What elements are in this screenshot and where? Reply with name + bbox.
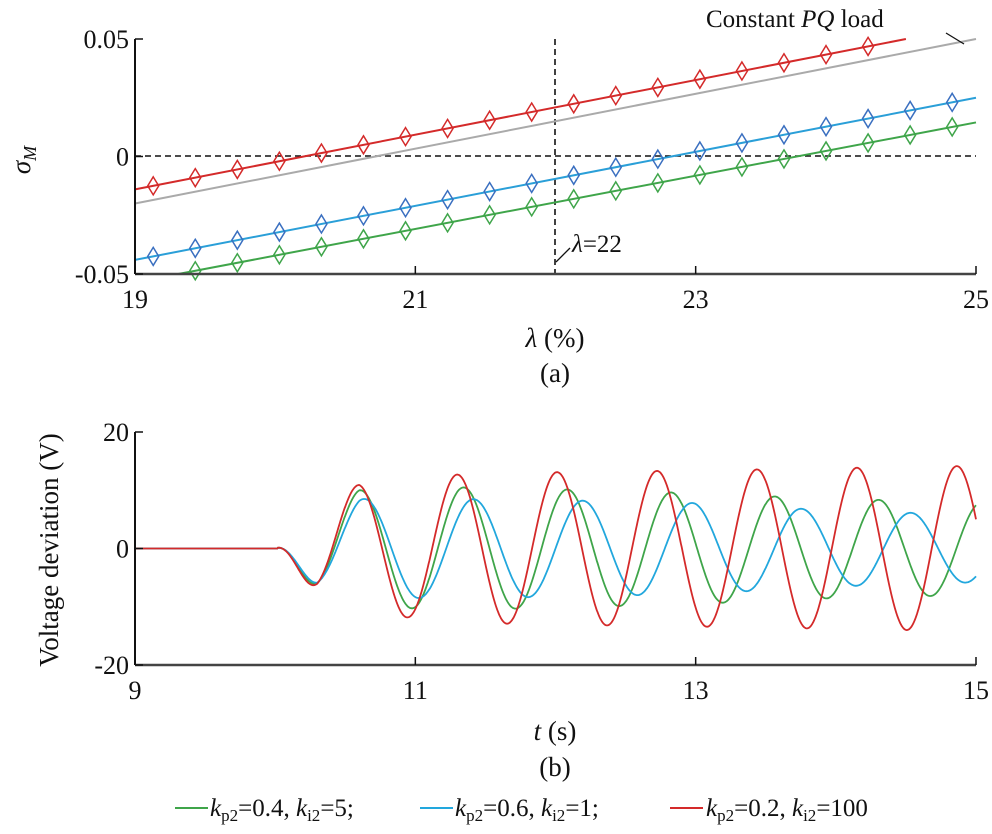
diamond-marker — [315, 142, 328, 164]
diamond-marker — [735, 60, 749, 82]
y-tick-label-a: 0.05 — [84, 25, 130, 54]
diamond-marker — [777, 124, 791, 146]
panel-label-a: (a) — [540, 358, 570, 388]
diamond-marker — [188, 167, 202, 189]
diamond-marker — [819, 116, 833, 138]
chart-a: 19 21 23 25 0.05 0 -0.05 σM λ (%) (a) λ=22 Con… — [6, 6, 989, 388]
legend-label: kp2=0.6, ki2=1; — [455, 795, 599, 825]
legend: kp2=0.4, ki2=5; kp2=0.6, ki2=1; kp2=0.2,… — [175, 795, 868, 825]
diamond-marker — [567, 164, 581, 186]
x-tick-label-b: 13 — [683, 676, 709, 705]
x-tick-label-b: 15 — [963, 676, 989, 705]
diamond-marker — [357, 134, 370, 156]
series-line — [134, 38, 907, 191]
y-tick-label-a: -0.05 — [75, 260, 129, 289]
diamond-marker — [272, 150, 286, 172]
y-tick-label-b: 20 — [103, 418, 129, 447]
diamond-marker — [819, 44, 833, 66]
x-tick-label-b: 11 — [403, 676, 428, 705]
diamond-marker — [399, 220, 412, 242]
series-line — [135, 465, 977, 632]
diamond-marker — [188, 260, 202, 282]
legend-label: kp2=0.2, ki2=100 — [706, 795, 868, 825]
diamond-marker — [146, 245, 160, 267]
diamond-marker — [230, 158, 244, 180]
legend-item-green: kp2=0.4, ki2=5; — [175, 795, 354, 825]
ticks-a: 19 21 23 25 0.05 0 -0.05 — [75, 25, 989, 314]
pq-annotation-leader — [945, 32, 965, 45]
diamond-marker — [525, 101, 539, 123]
lambda-annotation: λ=22 — [571, 231, 622, 258]
diamond-marker — [693, 140, 707, 162]
y-tick-label-b: -20 — [94, 651, 129, 680]
diamond-marker — [735, 132, 749, 154]
x-axis-label-a: λ (%) — [525, 323, 585, 353]
x-tick-label-a: 21 — [402, 285, 428, 314]
y-tick-label-a: 0 — [116, 143, 129, 172]
legend-item-blue: kp2=0.6, ki2=1; — [420, 795, 599, 825]
diamond-marker — [525, 196, 539, 218]
diamond-marker — [357, 205, 370, 227]
diamond-marker — [651, 172, 665, 194]
legend-item-red: kp2=0.2, ki2=100 — [670, 795, 868, 825]
diamond-marker — [903, 100, 917, 121]
chart-b: 9 11 13 15 20 0 -20 Voltage deviation (V) t (s… — [34, 418, 989, 782]
diamond-marker — [188, 237, 202, 259]
diamond-marker — [399, 197, 412, 219]
diamond-marker — [693, 164, 707, 186]
panel-label-b: (b) — [539, 752, 570, 782]
diamond-marker — [903, 124, 917, 146]
diamond-marker — [315, 236, 328, 258]
diamond-marker — [651, 76, 665, 98]
diamond-marker — [441, 117, 454, 139]
diamond-marker — [272, 221, 286, 243]
diamond-marker — [146, 175, 160, 197]
diamond-marker — [441, 189, 454, 211]
diamond-marker — [651, 148, 665, 170]
series-group-b — [135, 465, 977, 632]
series-group-a — [134, 35, 977, 282]
diamond-marker — [230, 252, 244, 274]
series-line — [178, 121, 977, 275]
diamond-marker — [777, 148, 791, 170]
lambda-annotation-leader — [555, 247, 571, 263]
diamond-marker — [693, 68, 707, 90]
diamond-marker — [945, 91, 959, 113]
diamond-marker — [399, 126, 412, 148]
diamond-marker — [272, 244, 286, 266]
diamond-marker — [483, 204, 497, 226]
diamond-marker — [525, 172, 539, 194]
diamond-marker — [735, 156, 749, 178]
legend-label: kp2=0.4, ki2=5; — [210, 795, 354, 825]
x-tick-label-b: 9 — [129, 676, 142, 705]
diamond-marker — [567, 188, 581, 210]
y-tick-label-b: 0 — [116, 535, 129, 564]
diamond-marker — [315, 213, 328, 235]
diamond-marker — [357, 228, 370, 250]
series-line — [134, 38, 977, 205]
diamond-marker — [861, 132, 875, 154]
x-axis-label-b: t (s) — [534, 716, 577, 746]
diamond-marker — [861, 108, 875, 129]
diamond-marker — [483, 181, 497, 202]
diamond-marker — [609, 85, 623, 107]
diamond-marker — [441, 212, 454, 234]
diamond-marker — [609, 180, 623, 202]
diamond-marker — [230, 229, 244, 251]
x-tick-label-a: 25 — [963, 285, 989, 314]
diamond-marker — [819, 140, 833, 162]
x-tick-label-a: 23 — [683, 285, 709, 314]
pq-load-annotation: Constant PQ load — [706, 6, 884, 33]
y-axis-label-b: Voltage deviation (V) — [34, 433, 64, 666]
y-axis-label-a: σM — [6, 145, 40, 174]
diamond-marker — [609, 156, 623, 178]
diamond-marker — [777, 52, 791, 74]
diamond-marker — [945, 116, 959, 138]
diamond-marker — [567, 93, 581, 115]
ticks-b: 9 11 13 15 20 0 -20 — [94, 418, 989, 705]
diamond-marker — [483, 109, 497, 131]
diamond-marker — [861, 35, 875, 57]
x-tick-label-a: 19 — [122, 285, 148, 314]
